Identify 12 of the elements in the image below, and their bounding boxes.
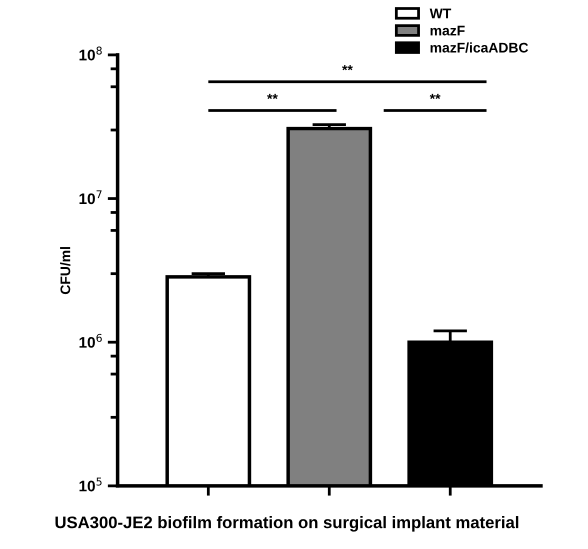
- legend-label: mazF: [430, 26, 465, 36]
- annotation: **: [342, 65, 353, 70]
- y-tick-label: 10$^{7}$: [80, 190, 102, 204]
- annotation: **: [430, 94, 441, 100]
- y-tick-label: 10$^{6}$: [80, 334, 102, 348]
- y-tick-label: 10$^{8}$: [80, 46, 102, 60]
- legend-label: WT: [430, 8, 452, 18]
- annotation: **: [267, 94, 278, 100]
- x-axis-title: USA300-JE2 biofilm formation on surgical implant material: [55, 516, 518, 532]
- y-axis-title: CFU/ml: [60, 247, 70, 294]
- legend-label: mazF/icaADBC: [430, 42, 528, 53]
- y-tick-label: 10$^{5}$: [80, 478, 102, 492]
